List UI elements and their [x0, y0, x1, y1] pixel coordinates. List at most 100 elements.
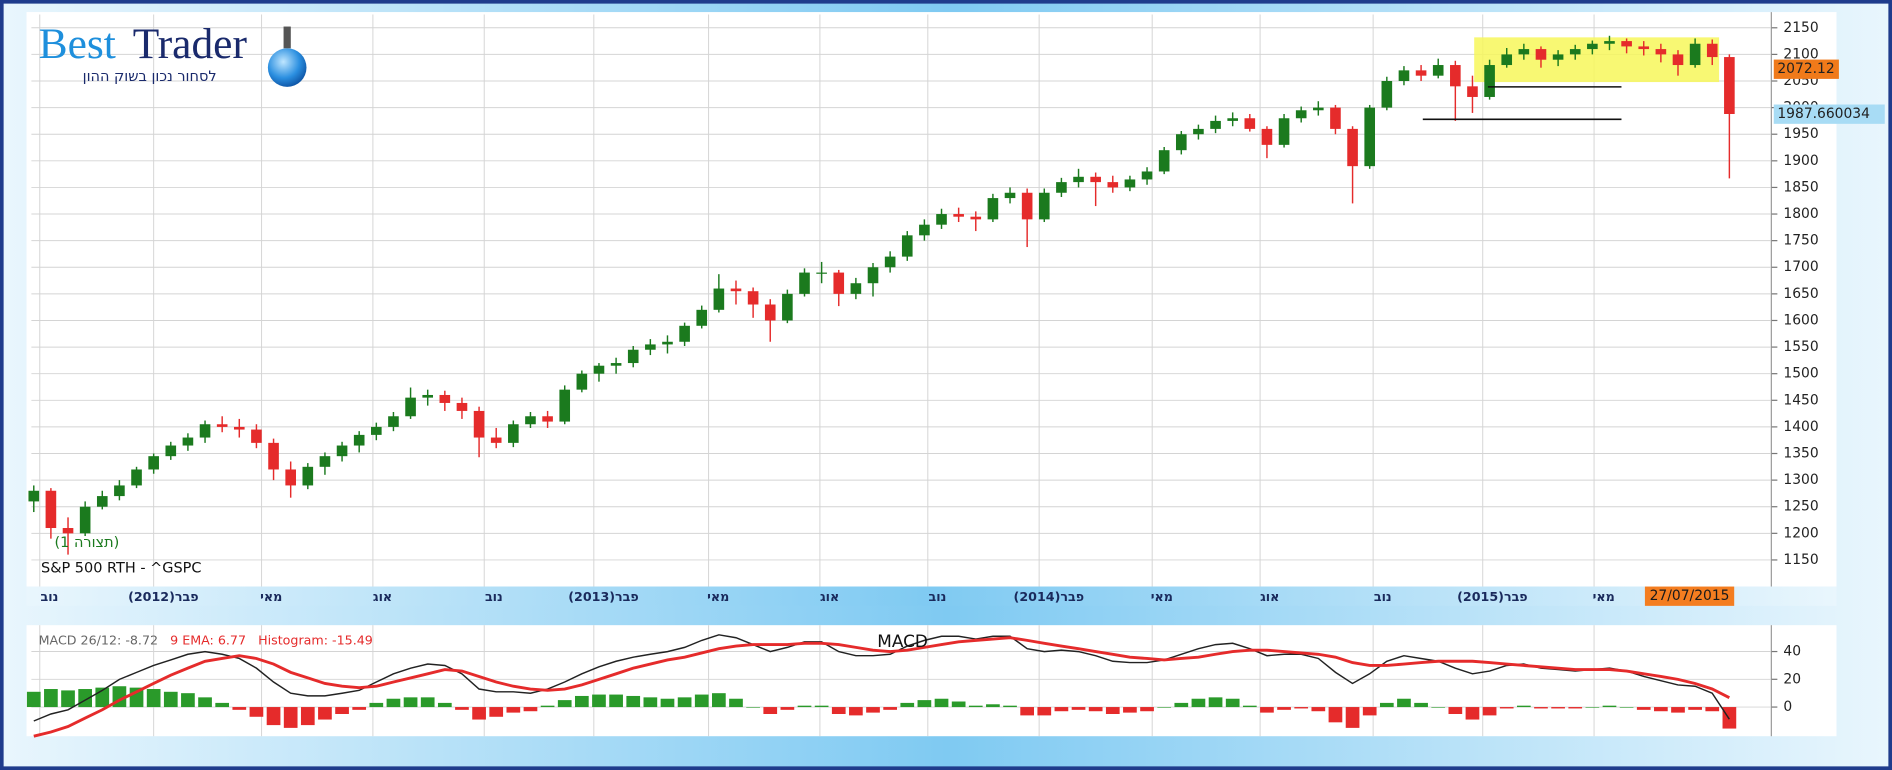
candle-body [388, 416, 399, 427]
candle-body [1227, 118, 1238, 121]
candle-body [1021, 192, 1033, 220]
candle-body [679, 325, 690, 342]
histogram-bar [335, 707, 349, 714]
logo-globe [267, 48, 307, 87]
candle-body [1484, 65, 1495, 97]
candle-body [1073, 176, 1084, 183]
y-tick-label: 1150 [1783, 552, 1818, 568]
candle-body [439, 394, 451, 403]
x-tick-label: (2013)פבר [568, 589, 638, 604]
candle-body [456, 402, 468, 411]
candle-body [1604, 41, 1615, 44]
logo-best: Best [39, 20, 116, 68]
x-axis-band [26, 586, 1837, 606]
histogram-bar [934, 698, 949, 708]
candle-body [1330, 107, 1341, 129]
histogram-bar [557, 700, 572, 708]
histogram-bar [1551, 707, 1565, 709]
candle-body [850, 283, 862, 294]
candle-body [1158, 150, 1170, 172]
y-tick-label: 1750 [1783, 233, 1818, 249]
candle-body [884, 256, 896, 268]
candle-body [1535, 49, 1547, 60]
candle-body [816, 272, 827, 274]
candle-body [747, 291, 759, 305]
histogram-bar [986, 704, 1000, 708]
candle-body [1621, 41, 1632, 47]
histogram-bar [1037, 707, 1052, 716]
candle-body [1244, 118, 1256, 129]
candle-body [199, 424, 211, 438]
histogram-bar [1465, 707, 1480, 720]
histogram-bar [1534, 707, 1548, 709]
histogram-bar [1174, 702, 1189, 708]
candle-body [730, 288, 742, 292]
histogram-bar [1482, 707, 1497, 716]
chart-title: S&P 500 RTH - ^GSPC [41, 560, 201, 576]
histogram-bar [660, 698, 675, 708]
candle-body [490, 437, 502, 443]
histogram-bar [883, 707, 897, 710]
candle-body [559, 389, 571, 422]
histogram-bar [643, 697, 658, 708]
candle-body [1432, 65, 1444, 76]
x-tick-label: מאי [260, 589, 282, 604]
candle-body [1569, 49, 1581, 55]
histogram-bar [1123, 707, 1137, 713]
price-label: 1987.660034 [1777, 106, 1870, 122]
candle-body [713, 288, 725, 310]
histogram-bar [729, 698, 743, 708]
histogram-bar [1225, 698, 1240, 708]
histogram-bar [437, 702, 452, 708]
annotation: (תצורה 1) [54, 535, 119, 551]
macd-line [33, 636, 1731, 738]
candle-body [1141, 171, 1153, 180]
candle-body [919, 224, 930, 236]
y-tick-label: 1300 [1783, 472, 1818, 488]
histogram-bar [472, 707, 486, 720]
histogram-bar [506, 707, 521, 713]
x-tick-label: אוג [1260, 589, 1279, 604]
y-tick-label: 1250 [1783, 499, 1818, 515]
candle-body [1090, 176, 1101, 183]
histogram-bar [318, 707, 332, 720]
candle-body [1107, 182, 1119, 188]
histogram-bar [420, 697, 435, 708]
candle-body [662, 341, 673, 345]
histogram-bar [266, 707, 281, 726]
x-tick-label: אוג [373, 589, 392, 604]
histogram-bar [1088, 707, 1103, 712]
x-tick-label: נוב [485, 589, 503, 604]
y-tick-label: 2150 [1783, 20, 1818, 36]
candle-body [336, 445, 348, 457]
x-tick-label: מאי [1593, 589, 1615, 604]
candle-body [353, 434, 365, 446]
histogram-bar [831, 707, 846, 714]
histogram-bar [968, 705, 983, 708]
y-tick-label: 0 [1783, 699, 1792, 715]
candle-body [1552, 54, 1564, 60]
plot-layer: נוב (2012)פבר מאי אוג נוב (2013)פבר מאי אוג נוב (… [26, 14, 1885, 738]
candle-body [285, 469, 296, 486]
candle-body [268, 442, 279, 470]
histogram-bar [694, 694, 709, 708]
histogram-bar [626, 695, 641, 708]
candle-body [1004, 192, 1016, 199]
histogram-bar [1105, 707, 1120, 714]
candle-body [1672, 54, 1684, 66]
y-tick-label: 1550 [1783, 339, 1818, 355]
candle-body [782, 293, 793, 321]
candle-body [405, 397, 416, 417]
candle-body [1261, 128, 1273, 145]
y-tick-label: 1650 [1783, 286, 1818, 302]
histogram-bar [1157, 707, 1172, 708]
histogram-bar [1516, 705, 1531, 708]
histogram-bar [677, 697, 692, 708]
candle-body [1175, 134, 1187, 151]
x-tick-label: (2015)פבר [1457, 589, 1527, 604]
histogram-bar [1654, 707, 1668, 712]
candle-body [867, 267, 879, 284]
histogram-bar [574, 695, 589, 708]
histogram-bar [1020, 707, 1035, 716]
histogram-bar [403, 697, 418, 708]
